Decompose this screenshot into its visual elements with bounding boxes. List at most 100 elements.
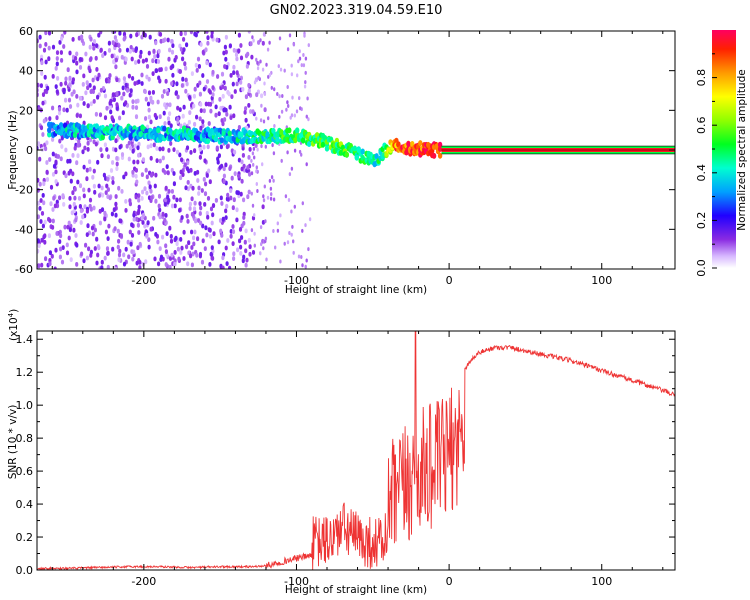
noise-speckle: [224, 56, 228, 62]
noise-speckle: [92, 168, 96, 174]
noise-speckle: [55, 115, 59, 121]
noise-speckle: [120, 54, 124, 60]
noise-speckle: [49, 184, 54, 190]
noise-speckle: [121, 85, 125, 91]
noise-speckle: [221, 84, 225, 90]
noise-speckle: [197, 191, 201, 196]
y-tick-label: 60: [19, 25, 33, 38]
noise-speckle: [206, 196, 211, 201]
noise-speckle: [112, 59, 116, 65]
noise-speckle: [181, 76, 185, 82]
noise-speckle: [208, 102, 213, 107]
spectrogram-panel: -200 -100 0 100 60 40 20 0 -20 -40 -60 Height of s…: [7, 25, 676, 296]
noise-speckle: [240, 159, 244, 165]
noise-speckle: [265, 257, 268, 262]
noise-speckle: [55, 199, 59, 205]
noise-speckle: [264, 236, 268, 241]
ridge-cell: [154, 132, 159, 138]
noise-speckle: [303, 33, 306, 38]
noise-speckle: [181, 113, 185, 119]
noise-speckle: [59, 50, 64, 55]
noise-speckle: [308, 217, 312, 222]
noise-speckle: [137, 204, 141, 210]
y-tick-label: 0.0: [16, 564, 34, 577]
noise-speckle: [209, 251, 213, 257]
noise-speckle: [48, 157, 52, 162]
noise-speckle: [138, 54, 142, 59]
noise-speckle: [169, 234, 173, 239]
noise-speckle: [143, 223, 147, 229]
noise-speckle: [115, 91, 119, 97]
noise-speckle: [161, 38, 166, 43]
ridge-cell: [213, 135, 219, 142]
noise-speckle: [84, 51, 88, 57]
noise-speckle: [300, 63, 303, 68]
noise-speckle: [263, 92, 267, 96]
snr-ylabel: SNR (10 * v/v): [7, 405, 19, 480]
noise-speckle: [223, 85, 227, 91]
noise-speckle: [151, 90, 155, 95]
noise-speckle: [64, 147, 68, 153]
noise-speckle: [108, 195, 112, 201]
ridge-cell: [100, 134, 106, 141]
noise-speckle: [247, 237, 251, 243]
noise-speckle: [38, 34, 42, 40]
noise-speckle: [136, 159, 140, 165]
noise-speckle: [209, 108, 213, 114]
noise-speckle: [293, 113, 296, 118]
noise-speckle: [129, 33, 133, 39]
ridge-cell: [352, 145, 357, 152]
y-tick-label: 20: [19, 104, 33, 117]
noise-speckle: [178, 107, 182, 112]
noise-speckle: [67, 170, 71, 176]
noise-speckle: [180, 83, 184, 88]
snr-marks: [37, 331, 675, 570]
noise-speckle: [108, 100, 112, 106]
noise-speckle: [181, 56, 185, 62]
ridge-cell: [239, 131, 244, 138]
noise-speckle: [39, 125, 44, 131]
noise-speckle: [133, 143, 137, 149]
noise-speckle: [86, 223, 90, 229]
noise-speckle: [221, 255, 225, 261]
noise-speckle: [166, 91, 170, 96]
noise-speckle: [95, 260, 99, 266]
noise-speckle: [143, 32, 147, 38]
snr-axes: -200 -100 0 100 0.0 0.2 0.4 0.6 0.8 1.0 1.2 1.4: [16, 331, 675, 588]
noise-speckle: [259, 59, 262, 64]
noise-speckle: [225, 111, 229, 117]
noise-speckle: [231, 205, 235, 211]
noise-speckle: [65, 242, 69, 248]
noise-speckle: [141, 212, 146, 218]
noise-speckle: [299, 106, 302, 111]
noise-speckle: [63, 31, 67, 35]
noise-speckle: [212, 231, 216, 237]
noise-speckle: [259, 38, 262, 43]
noise-speckle: [77, 196, 82, 201]
noise-speckle: [288, 172, 292, 177]
noise-speckle: [245, 64, 249, 69]
noise-speckle: [233, 171, 237, 177]
noise-speckle: [145, 64, 150, 69]
noise-speckle: [167, 56, 171, 62]
noise-speckle: [182, 104, 186, 110]
noise-speckle: [72, 89, 76, 95]
noise-speckle: [97, 183, 101, 189]
noise-speckle: [120, 95, 124, 101]
noise-speckle: [103, 115, 108, 121]
noise-speckle: [136, 245, 140, 251]
noise-speckle: [95, 236, 99, 242]
noise-speckle: [232, 251, 236, 257]
noise-speckle: [119, 218, 123, 224]
noise-speckle: [251, 35, 254, 40]
noise-speckle: [43, 74, 47, 80]
noise-speckle: [92, 39, 97, 44]
noise-speckle: [71, 171, 75, 177]
spectrogram-xlabel: Height of straight line (km): [285, 284, 427, 296]
noise-speckle: [269, 196, 273, 201]
noise-speckle: [137, 230, 141, 235]
noise-speckle: [138, 260, 142, 265]
noise-speckle: [106, 251, 110, 256]
noise-speckle: [221, 265, 225, 269]
noise-speckle: [178, 69, 182, 74]
